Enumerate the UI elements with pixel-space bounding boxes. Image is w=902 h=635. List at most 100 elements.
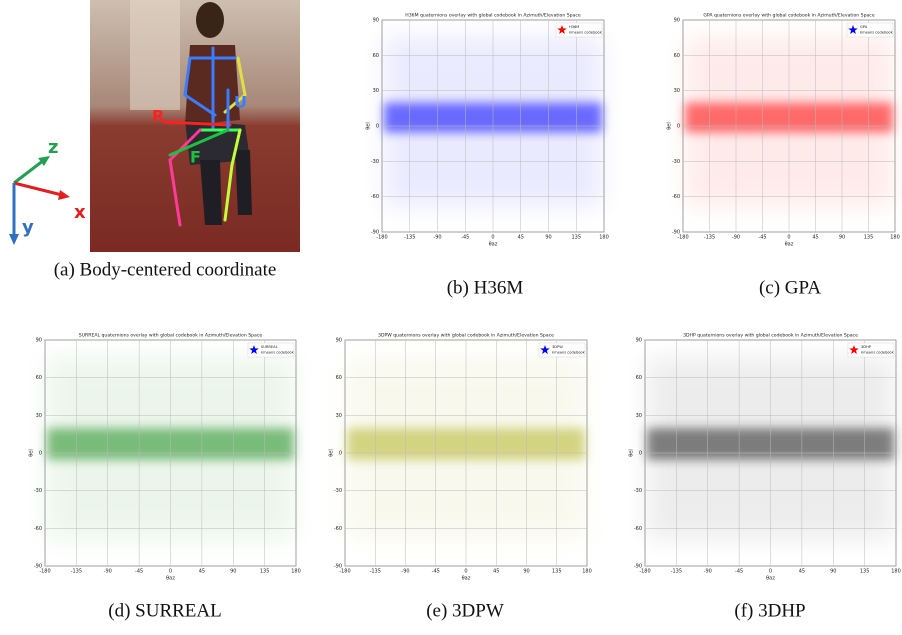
x-tick-label: 90 bbox=[839, 235, 845, 241]
x-tick-label: -45 bbox=[735, 569, 743, 575]
plot-title: 3DPW quaternions overlay with global cod… bbox=[378, 333, 554, 339]
r-arrow bbox=[163, 120, 232, 127]
caption: (a) Body-centered coordinate bbox=[54, 259, 277, 280]
x-tick-label: 0 bbox=[491, 235, 494, 241]
x-tick-label: 135 bbox=[552, 569, 562, 575]
y-tick-label: -90 bbox=[634, 564, 642, 570]
x-tick-label: 90 bbox=[523, 569, 529, 575]
legend-box bbox=[555, 22, 603, 38]
arm bbox=[236, 56, 247, 97]
arrowhead bbox=[38, 156, 50, 166]
y-tick-label: 90 bbox=[336, 338, 342, 344]
y-tick-label: -30 bbox=[34, 488, 42, 494]
x-tick-label: 90 bbox=[230, 569, 236, 575]
y-tick-label: -60 bbox=[634, 526, 642, 532]
y-tick-label: 0 bbox=[376, 124, 379, 130]
legend-marker bbox=[540, 345, 550, 354]
x-tick-label: -135 bbox=[704, 235, 715, 241]
body-label: U bbox=[234, 93, 247, 112]
x-tick-label: 180 bbox=[599, 235, 609, 241]
caption: (c) GPA bbox=[759, 277, 821, 298]
x-tick-label: -180 bbox=[339, 569, 350, 575]
scatter-plot: -180 -135 -90 -45 0 45 90 135 180 -90 -60 -30 0 30 60 9… bbox=[629, 333, 901, 622]
legend-label: kmeans codebook bbox=[569, 31, 603, 35]
scatter-plot: -180 -135 -90 -45 0 45 90 135 180 -90 -60 -30 0 30 60 9… bbox=[29, 333, 301, 622]
x-tick-label: -180 bbox=[677, 235, 688, 241]
legend-label: SURREAL bbox=[261, 345, 278, 349]
x-tick-label: -45 bbox=[135, 569, 143, 575]
x-tick-label: 0 bbox=[169, 569, 172, 575]
thigh bbox=[230, 128, 242, 167]
y-tick-label: -60 bbox=[334, 526, 342, 532]
x-tick-label: -45 bbox=[432, 569, 440, 575]
y-axis-label: θel bbox=[366, 122, 372, 130]
x-axis-label: θaz bbox=[166, 576, 175, 582]
caption: (f) 3DHP bbox=[734, 600, 805, 621]
caption: (e) 3DPW bbox=[426, 600, 504, 621]
x-tick-label: 45 bbox=[493, 569, 499, 575]
y-axis-label: θel bbox=[29, 449, 35, 457]
legend-box bbox=[846, 22, 894, 38]
legend-box bbox=[538, 342, 586, 358]
shins bbox=[200, 150, 252, 225]
y-tick-label: 60 bbox=[636, 375, 642, 381]
y-tick-label: -30 bbox=[371, 159, 379, 165]
y-tick-label: 30 bbox=[636, 413, 642, 419]
x-tick-label: 0 bbox=[464, 569, 467, 575]
y-tick-label: -60 bbox=[672, 194, 680, 200]
x-tick-label: -90 bbox=[704, 569, 712, 575]
x-axis-label: θaz bbox=[489, 242, 498, 248]
legend-marker bbox=[557, 25, 567, 34]
axis-label: z bbox=[48, 137, 58, 158]
x-tick-label: -135 bbox=[404, 235, 415, 241]
x-tick-label: 45 bbox=[812, 235, 818, 241]
y-tick-label: -30 bbox=[672, 159, 680, 165]
x-axis-label: θaz bbox=[766, 576, 775, 582]
photo-panel: R U F bbox=[90, 0, 300, 252]
x-tick-label: -135 bbox=[671, 569, 682, 575]
legend-marker bbox=[249, 345, 259, 354]
y-tick-label: -90 bbox=[34, 564, 42, 570]
y-tick-label: 60 bbox=[373, 53, 379, 59]
x-tick-label: -135 bbox=[370, 569, 381, 575]
x-tick-label: 90 bbox=[830, 569, 836, 575]
legend-box bbox=[247, 342, 295, 358]
x-tick-label: 0 bbox=[769, 569, 772, 575]
axis-label: y bbox=[22, 217, 34, 238]
caption: (b) H36M bbox=[447, 277, 524, 298]
axis-label: x bbox=[74, 202, 86, 223]
x-tick-label: 180 bbox=[890, 235, 900, 241]
arm bbox=[183, 93, 217, 117]
y-tick-label: -90 bbox=[371, 230, 379, 236]
x-tick-label: -90 bbox=[732, 235, 740, 241]
y-tick-label: -60 bbox=[34, 526, 42, 532]
y-tick-label: 60 bbox=[36, 375, 42, 381]
legend-label: 3DPW bbox=[552, 345, 563, 349]
legend-box bbox=[847, 342, 895, 358]
arrowhead bbox=[58, 190, 70, 200]
y-tick-label: -90 bbox=[334, 564, 342, 570]
shin bbox=[168, 158, 182, 227]
y-tick-label: -30 bbox=[634, 488, 642, 494]
x-tick-label: -90 bbox=[433, 235, 441, 241]
y-tick-label: 30 bbox=[373, 88, 379, 94]
legend-label: H36M bbox=[569, 25, 579, 29]
x-tick-label: -45 bbox=[758, 235, 766, 241]
y-tick-label: 30 bbox=[674, 88, 680, 94]
x-tick-label: 90 bbox=[545, 235, 551, 241]
plot-title: GPA quaternions overlay with global code… bbox=[703, 13, 875, 19]
x-tick-label: 45 bbox=[199, 569, 205, 575]
y-tick-label: 60 bbox=[336, 375, 342, 381]
y-tick-label: 60 bbox=[674, 53, 680, 59]
plot-title: SURREAL quaternions overlay with global … bbox=[79, 333, 263, 339]
x-tick-label: 180 bbox=[291, 569, 301, 575]
x-tick-label: 45 bbox=[799, 569, 805, 575]
legend-label: kmeans codebook bbox=[861, 351, 895, 355]
scatter-plot: -180 -135 -90 -45 0 45 90 135 180 -90 -60 -30 0 30 60 9… bbox=[366, 13, 609, 299]
x-tick-label: 135 bbox=[260, 569, 270, 575]
x-tick-label: 180 bbox=[582, 569, 592, 575]
y-tick-label: 0 bbox=[639, 451, 642, 457]
y-tick-label: -90 bbox=[672, 230, 680, 236]
